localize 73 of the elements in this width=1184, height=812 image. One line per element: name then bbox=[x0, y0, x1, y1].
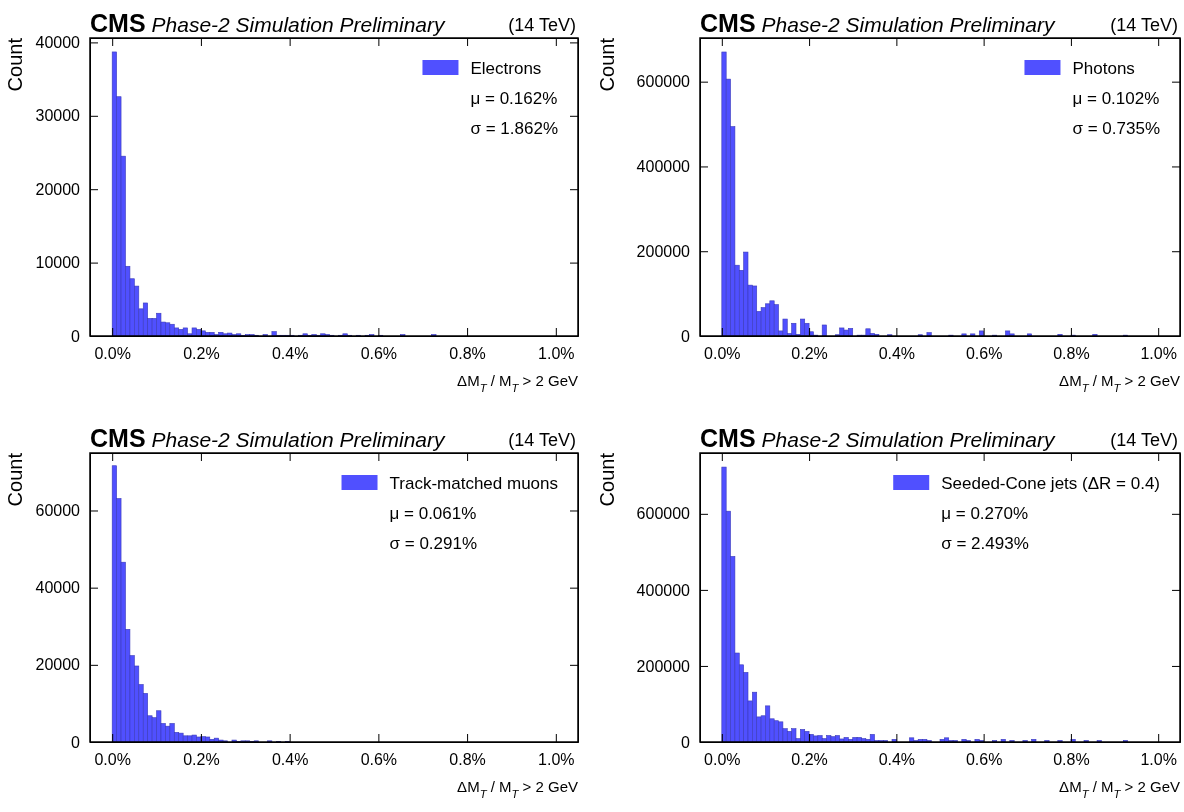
x-tick-label: 0.0% bbox=[94, 751, 131, 769]
y-tick-label: 400000 bbox=[636, 581, 691, 599]
y-tick-label: 600000 bbox=[636, 505, 691, 523]
y-axis-title: Count bbox=[596, 452, 618, 507]
legend-label: Electrons bbox=[470, 59, 542, 78]
y-tick-label: 40000 bbox=[35, 579, 81, 597]
x-tick-label: 0.8% bbox=[1053, 345, 1090, 363]
x-tick-label: 0.2% bbox=[183, 345, 220, 363]
y-tick-label: 40000 bbox=[35, 34, 81, 52]
x-tick-label: 0.6% bbox=[965, 751, 1003, 769]
x-tick-label: 0.8% bbox=[449, 345, 486, 363]
annotation: μ = 0.102% bbox=[1072, 89, 1160, 108]
y-axis-title: Count bbox=[4, 37, 26, 92]
x-tick-label: 0.0% bbox=[704, 751, 741, 769]
chart-subtitle: Phase-2 Simulation Preliminary bbox=[761, 428, 1057, 451]
chart-subtitle: Phase-2 Simulation Preliminary bbox=[151, 13, 447, 36]
y-tick-label: 200000 bbox=[636, 657, 691, 675]
x-tick-label: 0.2% bbox=[183, 751, 220, 769]
text: (14 TeV) bbox=[508, 430, 576, 450]
x-tick-label: 1.0% bbox=[1140, 345, 1177, 363]
y-axis-title: Count bbox=[4, 452, 26, 507]
legend-label: Seeded-Cone jets (ΔR = 0.4) bbox=[941, 474, 1160, 493]
annotation: μ = 0.270% bbox=[941, 504, 1029, 523]
y-tick-label: 0 bbox=[71, 327, 81, 345]
y-tick-label: 30000 bbox=[35, 107, 81, 125]
annotation: μ = 0.162% bbox=[470, 89, 558, 108]
x-axis-title: ΔM$_{T}$ / M$_{T}$ > 2 GeV bbox=[1059, 778, 1180, 800]
y-tick-label: 20000 bbox=[35, 180, 81, 198]
x-tick-label: 0.8% bbox=[449, 751, 486, 769]
chart-title: CMS bbox=[90, 9, 146, 37]
annotation: σ = 1.862% bbox=[470, 119, 558, 138]
x-tick-label: 0.2% bbox=[791, 345, 828, 363]
x-tick-label: 1.0% bbox=[1140, 751, 1177, 769]
x-tick-label: 0.4% bbox=[271, 345, 309, 363]
annotation: μ = 0.061% bbox=[389, 504, 477, 523]
legend-label: Track-matched muons bbox=[389, 474, 558, 493]
x-tick-label: 0.6% bbox=[360, 345, 398, 363]
y-tick-label: 0 bbox=[681, 327, 691, 345]
x-axis-title: ΔM$_{T}$ / M$_{T}$ > 2 GeV bbox=[1059, 372, 1180, 394]
annotation: σ = 2.493% bbox=[941, 534, 1029, 553]
x-tick-label: 0.2% bbox=[791, 751, 828, 769]
x-tick-label: 0.4% bbox=[878, 345, 916, 363]
chart-title: CMS bbox=[700, 424, 756, 452]
annotation: σ = 0.291% bbox=[389, 534, 478, 553]
x-tick-label: 1.0% bbox=[538, 751, 575, 769]
x-axis-title: ΔM$_{T}$ / M$_{T}$ > 2 GeV bbox=[457, 372, 578, 394]
chart-subtitle: Phase-2 Simulation Preliminary bbox=[151, 428, 447, 451]
chart-title: CMS bbox=[700, 9, 756, 37]
y-tick-label: 20000 bbox=[35, 656, 81, 674]
x-axis-title: ΔM$_{T}$ / M$_{T}$ > 2 GeV bbox=[457, 778, 578, 800]
x-tick-label: 0.8% bbox=[1053, 751, 1090, 769]
x-tick-label: 0.6% bbox=[965, 345, 1003, 363]
x-tick-label: 0.6% bbox=[360, 751, 398, 769]
x-tick-label: 0.0% bbox=[704, 345, 741, 363]
y-tick-label: 0 bbox=[681, 733, 691, 751]
y-tick-label: 600000 bbox=[636, 73, 691, 91]
text: (14 TeV) bbox=[1110, 15, 1178, 35]
y-tick-label: 200000 bbox=[636, 242, 691, 260]
text: (14 TeV) bbox=[1110, 430, 1178, 450]
y-tick-label: 400000 bbox=[636, 158, 691, 176]
chart-title: CMS bbox=[90, 424, 146, 452]
chart-subtitle: Phase-2 Simulation Preliminary bbox=[761, 13, 1057, 36]
x-tick-label: 1.0% bbox=[538, 345, 575, 363]
y-tick-label: 60000 bbox=[35, 502, 81, 520]
x-tick-label: 0.0% bbox=[94, 345, 131, 363]
legend-label: Photons bbox=[1072, 59, 1135, 78]
y-tick-label: 10000 bbox=[35, 254, 81, 272]
y-axis-title: Count bbox=[596, 37, 618, 92]
annotation: σ = 0.735% bbox=[1072, 119, 1160, 138]
text: (14 TeV) bbox=[508, 15, 576, 35]
x-tick-label: 0.4% bbox=[878, 751, 916, 769]
x-tick-label: 0.4% bbox=[271, 751, 309, 769]
y-tick-label: 0 bbox=[71, 733, 81, 751]
